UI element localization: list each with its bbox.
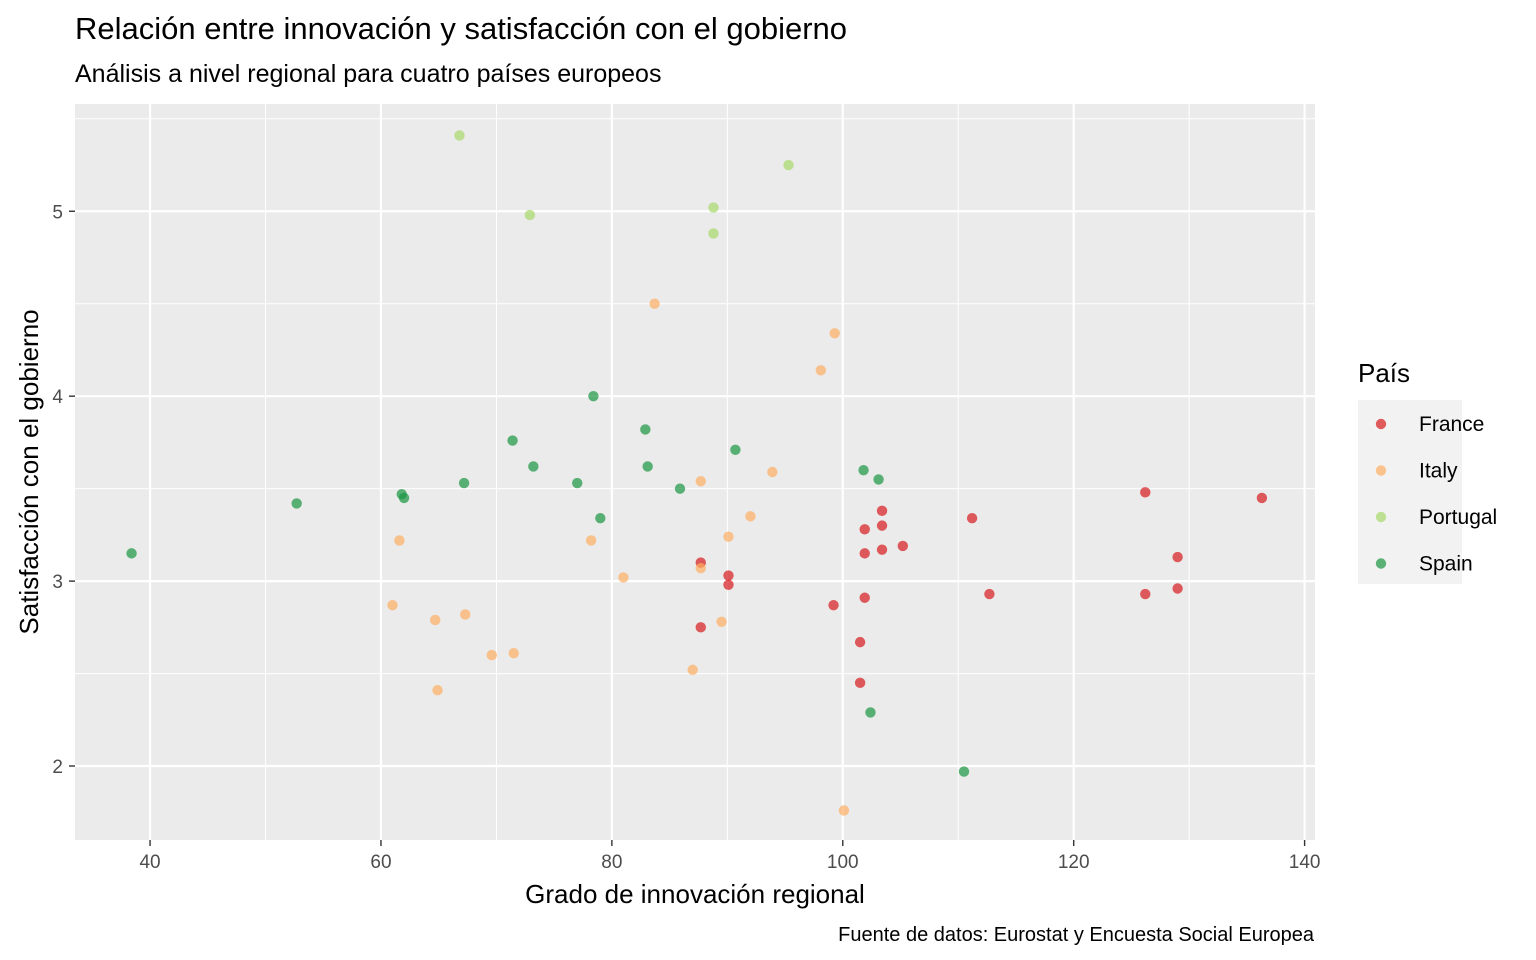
plot-panel [75, 104, 1315, 840]
y-axis-title: Satisfacción con el gobierno [14, 309, 44, 634]
data-point-italy [618, 572, 629, 583]
y-tick-label: 4 [52, 387, 63, 408]
x-tick-label: 40 [139, 852, 160, 873]
data-point-portugal [783, 159, 794, 171]
data-point-portugal [454, 130, 465, 141]
legend-label-spain: Spain [1419, 553, 1473, 576]
data-point-spain [572, 477, 583, 489]
data-point-france [1172, 583, 1183, 594]
legend-label-portugal: Portugal [1419, 506, 1497, 529]
data-point-spain [126, 548, 137, 559]
data-point-france [859, 524, 870, 535]
data-point-italy [838, 805, 850, 816]
data-point-italy [829, 328, 840, 339]
data-point-france [828, 599, 839, 611]
x-tick-label: 60 [370, 852, 391, 873]
data-point-italy [585, 535, 597, 546]
major-gridlines [75, 104, 1315, 840]
data-point-france [723, 579, 734, 591]
data-point-france [723, 570, 734, 581]
data-point-france [966, 513, 978, 524]
data-point-spain [588, 390, 599, 402]
data-point-italy [716, 616, 727, 627]
data-point-italy [687, 664, 698, 676]
x-tick-label: 80 [601, 852, 622, 873]
data-point-italy [430, 614, 441, 626]
data-point-italy [695, 562, 706, 574]
data-point-italy [723, 531, 734, 542]
legend-key-italy [1375, 465, 1387, 476]
data-point-spain [858, 464, 869, 476]
y-axis-ticks: 2 3 4 5 [52, 202, 75, 778]
data-point-spain [873, 474, 884, 485]
x-axis-title: Grado de innovación regional [525, 879, 865, 909]
legend-items: France Italy Portugal Spain [1375, 413, 1497, 576]
x-axis-ticks: 40 60 80 100 120 140 [139, 840, 1320, 873]
data-point-spain [291, 498, 302, 509]
x-tick-label: 100 [827, 852, 859, 873]
y-tick-label: 5 [52, 202, 63, 223]
chart-subtitle: Análisis a nivel regional para cuatro pa… [75, 60, 661, 88]
data-point-spain [398, 492, 410, 504]
data-point-italy [387, 599, 398, 611]
legend-key-portugal [1375, 511, 1387, 523]
legend-label-italy: Italy [1419, 460, 1458, 483]
data-points [126, 130, 1268, 816]
data-point-italy [815, 365, 827, 376]
data-point-france [854, 636, 866, 648]
data-point-italy [649, 298, 660, 309]
data-point-france [984, 588, 995, 600]
data-point-spain [640, 424, 651, 435]
x-tick-label: 140 [1289, 852, 1321, 873]
data-point-france [897, 540, 909, 552]
data-point-italy [432, 685, 443, 696]
data-point-france [876, 520, 888, 531]
data-point-france [876, 544, 888, 555]
data-point-spain [958, 766, 970, 777]
data-point-france [1140, 487, 1151, 498]
data-point-italy [695, 476, 706, 487]
data-point-portugal [708, 228, 719, 239]
data-point-spain [458, 477, 470, 489]
legend-key-spain [1375, 558, 1387, 569]
data-point-france [859, 592, 870, 603]
data-point-spain [730, 444, 741, 456]
data-point-spain [674, 483, 686, 494]
legend-key-france [1375, 418, 1387, 430]
data-point-spain [865, 707, 876, 718]
data-point-portugal [708, 202, 719, 213]
data-point-italy [460, 609, 471, 620]
data-point-france [1140, 588, 1151, 600]
data-point-italy [486, 649, 497, 661]
data-point-france [876, 505, 888, 517]
x-tick-label: 120 [1058, 852, 1090, 873]
data-point-portugal [524, 209, 536, 221]
chart-caption: Fuente de datos: Eurostat y Encuesta Soc… [838, 924, 1315, 946]
data-point-spain [528, 461, 539, 472]
legend-label-france: France [1419, 413, 1484, 436]
data-point-spain [507, 435, 518, 446]
data-point-italy [394, 535, 405, 546]
y-tick-label: 2 [52, 757, 63, 778]
legend-key-background [1358, 400, 1462, 584]
data-point-france [695, 622, 706, 633]
data-point-france [1256, 492, 1268, 504]
legend-title: País [1358, 358, 1410, 388]
data-point-france [859, 548, 870, 559]
data-point-spain [595, 513, 606, 524]
chart-title: Relación entre innovación y satisfacción… [75, 11, 847, 46]
data-point-italy [745, 511, 756, 522]
data-point-italy [767, 466, 778, 478]
data-point-france [854, 677, 866, 689]
data-point-italy [508, 648, 519, 659]
legend: País France Italy Portugal Spain [1358, 358, 1497, 584]
y-tick-label: 3 [52, 572, 63, 593]
data-point-france [1172, 551, 1183, 563]
data-point-spain [642, 461, 653, 472]
